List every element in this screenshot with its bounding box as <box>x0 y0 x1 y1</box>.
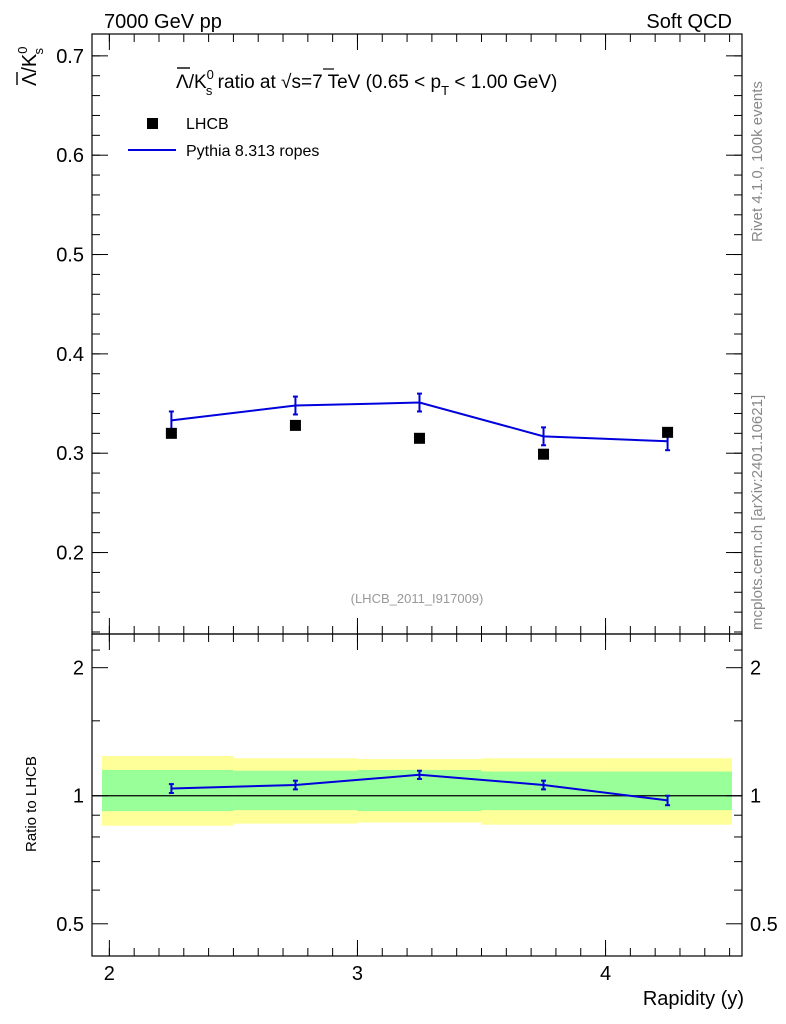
legend: LHCB Pythia 8.313 ropes <box>128 116 319 160</box>
title-post: < 1.00 GeV) <box>449 72 557 93</box>
legend-marker-lhcb <box>147 118 158 129</box>
lhcb-marker <box>413 432 425 444</box>
lhcb-marker <box>662 426 674 438</box>
ratio-panel-frame <box>91 633 743 957</box>
ratio-ytick-label-right: 1 <box>750 786 761 808</box>
ratio-ytick-label-left: 2 <box>73 658 84 680</box>
ylabel-sub: s <box>31 48 46 55</box>
lhcb-marker <box>538 448 550 460</box>
title-mid: ratio at <box>212 72 281 93</box>
ratio-ytick-label-left: 0.5 <box>56 914 84 936</box>
inner-band-1 <box>233 770 358 811</box>
x-axis-label: Rapidity (y) <box>643 988 744 1010</box>
lhcb-marker <box>165 427 177 439</box>
ratio-ytick-label-left: 1 <box>73 786 84 808</box>
analysis-watermark: (LHCB_2011_I917009) <box>351 591 484 606</box>
main-ytick-label: 0.4 <box>56 344 84 366</box>
axis-ticks: 0.2 0.3 0.4 0.5 0.6 0.7 2 3 4 0.5 0.5 1 1 2 2 <box>56 34 778 985</box>
ratio-series <box>168 769 671 807</box>
xtick-label: 2 <box>104 963 115 985</box>
main-ytick-label: 0.6 <box>56 145 84 167</box>
title-sub: s <box>206 83 213 98</box>
main-ytick-label: 0.3 <box>56 443 84 465</box>
xtick-label: 4 <box>600 963 611 985</box>
lhcb-marker <box>289 419 301 431</box>
ratio-ytick-label-right: 0.5 <box>750 914 778 936</box>
inner-band-0 <box>102 769 234 812</box>
header-left: 7000 GeV pp <box>104 11 222 33</box>
main-series <box>165 392 674 460</box>
svg-text:Λ/K0s: Λ/K0s <box>15 47 46 87</box>
title-s-eq: s=7 TeV (0.65 < p <box>291 72 441 93</box>
main-ytick-label: 0.2 <box>56 543 84 565</box>
ratio-ylabel: Ratio to LHCB <box>23 756 40 852</box>
ylabel-sup: 0 <box>15 47 30 54</box>
ratio-ytick-label-right: 2 <box>750 658 761 680</box>
header-right: Soft QCD <box>646 11 732 33</box>
title-sup: 0 <box>207 67 214 82</box>
main-ylabel: Λ/K0s <box>15 47 46 87</box>
plot-title: Λ/K0 s ratio at √s=7 TeV (0.65 < pT < 1.0… <box>176 67 557 98</box>
ratio-uncertainty-bands <box>92 755 742 826</box>
mcplots-label: mcplots.cern.ch [arXiv:2401.10621] <box>749 395 766 630</box>
inner-band-4 <box>605 771 732 811</box>
title-sqrt: √ <box>281 72 292 93</box>
main-ytick-label: 0.7 <box>56 46 84 68</box>
title-pt-sub: T <box>441 83 449 98</box>
legend-label-lhcb: LHCB <box>186 116 229 133</box>
xtick-label: 3 <box>352 963 363 985</box>
ylabel-main: Λ/K <box>19 53 41 86</box>
rivet-label: Rivet 4.1.0, 100k events <box>749 81 766 242</box>
title-lambda: Λ/K <box>176 72 207 93</box>
main-ytick-label: 0.5 <box>56 245 84 267</box>
legend-label-pythia: Pythia 8.313 ropes <box>186 143 319 160</box>
